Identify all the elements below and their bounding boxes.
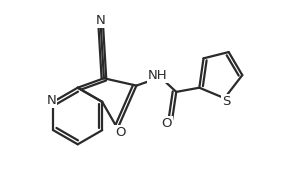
Text: O: O (162, 118, 172, 130)
Text: N: N (96, 14, 106, 27)
Text: O: O (115, 126, 125, 139)
Text: N: N (47, 94, 56, 107)
Text: S: S (222, 95, 230, 108)
Text: NH: NH (148, 69, 167, 82)
